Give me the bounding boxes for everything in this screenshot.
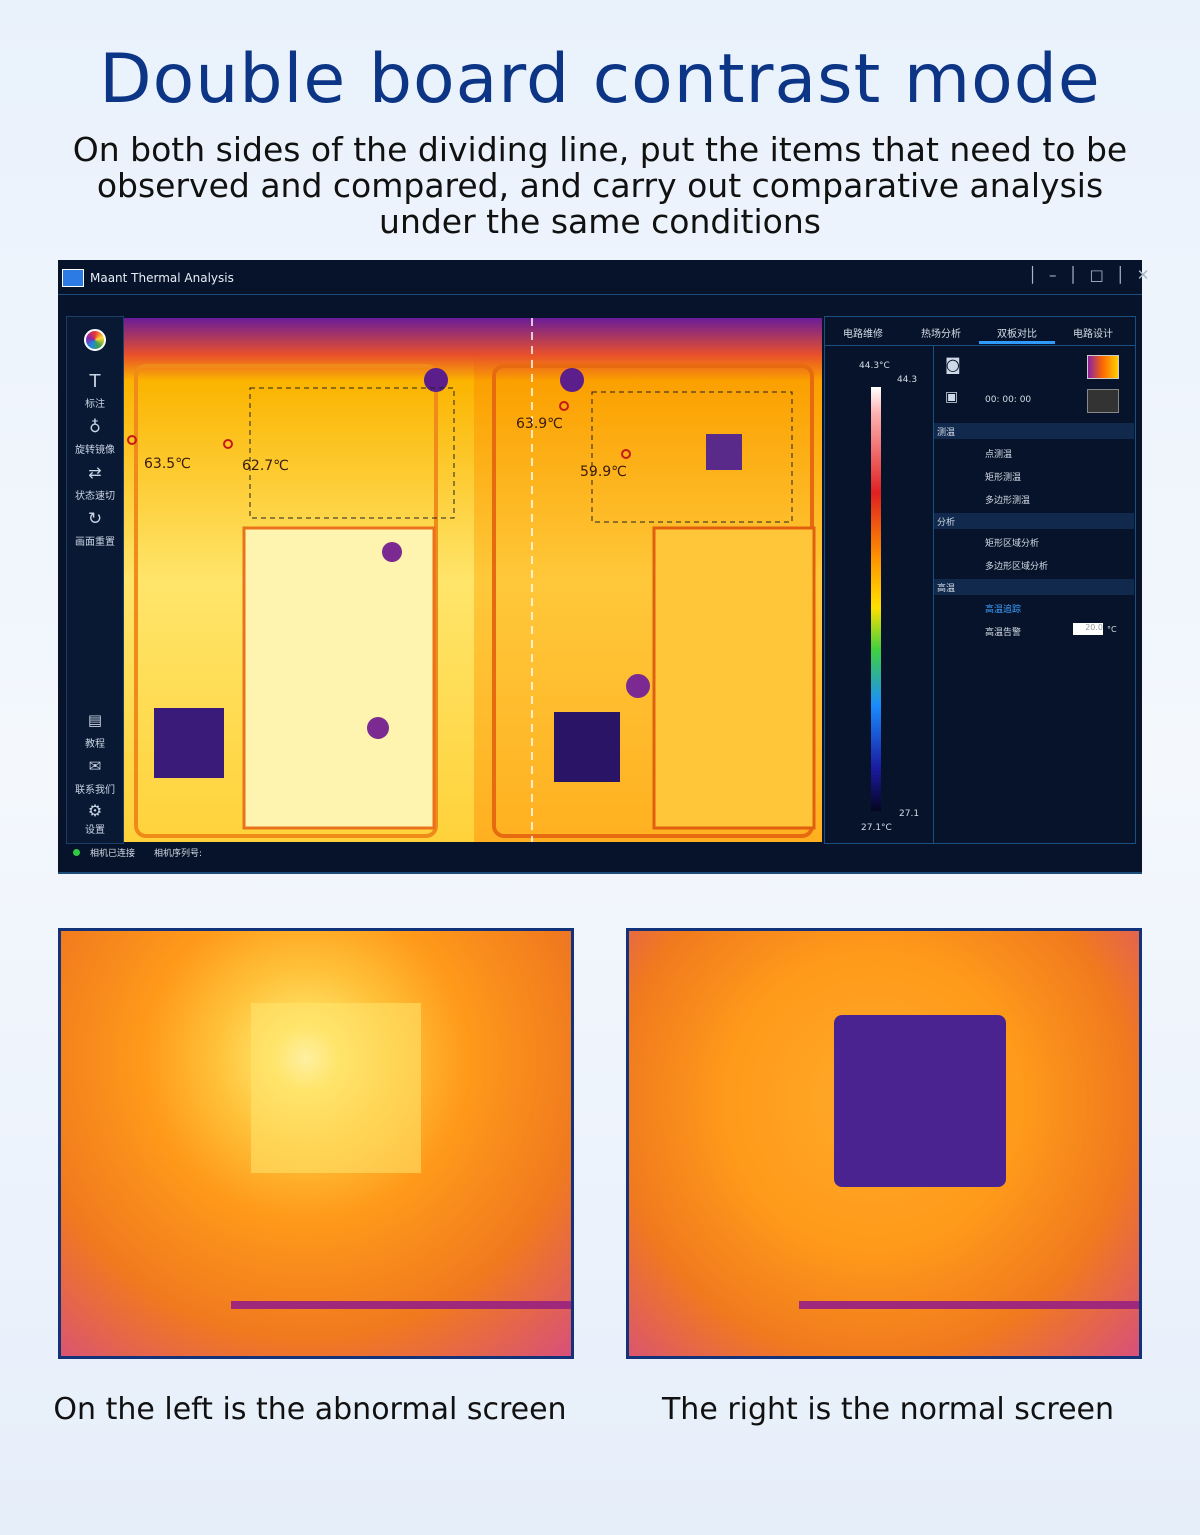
normal-thermal-image: [626, 928, 1142, 1359]
menu-item[interactable]: 多边形测温: [985, 496, 1031, 506]
window-controls[interactable]: │–│□│✕: [1028, 266, 1162, 284]
tool-label[interactable]: 联系我们: [75, 785, 115, 796]
tab[interactable]: 电路维修: [843, 329, 883, 340]
scale-min: 27.1: [899, 809, 920, 819]
app-logo: [62, 269, 84, 287]
menu-item[interactable]: 多边形区域分析: [985, 562, 1049, 572]
window-title: Maant Thermal Analysis: [90, 271, 234, 285]
alarm-unit: °C: [1107, 625, 1117, 634]
tool-label[interactable]: 标注: [85, 399, 105, 410]
tool-label[interactable]: 画面重置: [75, 537, 115, 548]
temp-reading: 62.7℃: [242, 458, 289, 474]
divider: [58, 294, 1142, 295]
timer: 00: 00: 00: [985, 395, 1032, 405]
status-dot: [73, 849, 80, 856]
color-bar: [871, 387, 881, 811]
status-text: 相机序列号:: [154, 849, 203, 859]
tab[interactable]: 热场分析: [921, 329, 961, 340]
menu-item[interactable]: 点测温: [985, 450, 1013, 460]
thumbnail[interactable]: [1087, 355, 1119, 379]
menu-item[interactable]: 高温追踪: [985, 605, 1022, 615]
app-window: Maant Thermal Analysis │–│□│✕ T 标注 ♁ 旋转镜…: [58, 260, 1149, 874]
tool-label[interactable]: 设置: [85, 825, 105, 836]
page-subtitle: On both sides of the dividing line, put …: [72, 130, 1128, 241]
temp-reading: 59.9℃: [580, 464, 627, 480]
palette-button[interactable]: [84, 329, 106, 351]
scale-max: 44.3: [897, 375, 918, 385]
menu-item[interactable]: 矩形测温: [985, 473, 1022, 483]
caption: The right is the normal screen: [661, 1392, 1114, 1427]
status-text: 相机已连接: [90, 849, 136, 859]
alarm-input[interactable]: 20.0: [1073, 623, 1103, 635]
thermal-view: [124, 318, 822, 842]
scale-min-label: 27.1°C: [861, 823, 892, 833]
caption: On the left is the abnormal screen: [53, 1392, 567, 1427]
left-toolbar: T 标注 ♁ 旋转镜像 ⇄ 状态速切 ↻ 画面重置 ▤ 教程 ✉ 联系我们 ⚙ …: [66, 316, 124, 844]
tab[interactable]: 双板对比: [997, 329, 1037, 340]
tab[interactable]: 电路设计: [1073, 329, 1113, 340]
scale-max-label: 44.3°C: [859, 361, 890, 371]
abnormal-thermal-image: [58, 928, 574, 1359]
section-title[interactable]: 测温: [937, 428, 956, 438]
tool-label[interactable]: 状态速切: [75, 491, 115, 502]
section-title[interactable]: 分析: [937, 518, 956, 528]
menu-item[interactable]: 矩形区域分析: [985, 539, 1040, 549]
tool-label[interactable]: 教程: [85, 739, 105, 750]
menu-item[interactable]: 高温告警: [985, 628, 1022, 638]
temp-reading: 63.5℃: [144, 456, 191, 472]
section-title[interactable]: 高温: [937, 584, 956, 594]
page-title: Double board contrast mode: [99, 40, 1101, 119]
temp-reading: 63.9℃: [516, 416, 563, 432]
tool-label[interactable]: 旋转镜像: [75, 445, 115, 456]
right-panel: 电路维修 热场分析 双板对比 电路设计 44.3°C 44.3 27.1 27.…: [824, 316, 1136, 844]
